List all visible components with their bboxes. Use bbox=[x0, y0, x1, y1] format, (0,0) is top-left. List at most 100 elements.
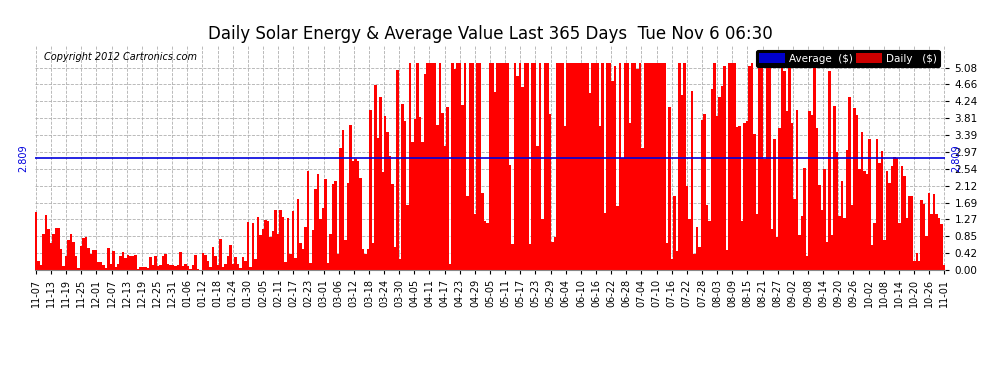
Bar bbox=[928, 193, 931, 270]
Bar bbox=[504, 63, 506, 270]
Bar bbox=[891, 166, 893, 270]
Bar bbox=[434, 63, 437, 270]
Bar bbox=[696, 227, 698, 270]
Bar bbox=[232, 264, 235, 270]
Bar bbox=[135, 255, 137, 270]
Bar bbox=[92, 250, 94, 270]
Bar bbox=[880, 152, 883, 270]
Bar bbox=[496, 63, 499, 270]
Bar bbox=[706, 205, 709, 270]
Bar bbox=[474, 214, 476, 270]
Bar bbox=[573, 63, 576, 270]
Bar bbox=[686, 186, 688, 270]
Bar bbox=[906, 218, 908, 270]
Bar bbox=[177, 265, 179, 270]
Bar bbox=[461, 105, 464, 270]
Bar bbox=[412, 142, 414, 270]
Bar bbox=[661, 63, 663, 270]
Bar bbox=[933, 194, 936, 270]
Bar bbox=[829, 71, 831, 270]
Bar bbox=[52, 234, 54, 270]
Bar bbox=[816, 128, 818, 270]
Bar bbox=[589, 93, 591, 270]
Bar bbox=[214, 256, 217, 270]
Bar bbox=[299, 243, 302, 270]
Bar bbox=[942, 265, 945, 270]
Bar bbox=[251, 223, 254, 270]
Bar bbox=[611, 81, 614, 270]
Bar bbox=[786, 111, 788, 270]
Bar bbox=[619, 63, 621, 270]
Bar bbox=[174, 266, 177, 270]
Bar bbox=[875, 139, 878, 270]
Bar bbox=[771, 229, 773, 270]
Bar bbox=[766, 64, 768, 270]
Legend: Average  ($), Daily   ($): Average ($), Daily ($) bbox=[755, 50, 940, 67]
Bar bbox=[781, 66, 783, 270]
Bar bbox=[865, 174, 868, 270]
Bar bbox=[668, 106, 671, 270]
Bar bbox=[424, 74, 427, 270]
Bar bbox=[639, 63, 641, 270]
Bar bbox=[731, 63, 734, 270]
Bar bbox=[142, 267, 145, 270]
Bar bbox=[755, 214, 758, 270]
Bar bbox=[516, 76, 519, 270]
Bar bbox=[207, 261, 209, 270]
Bar bbox=[407, 204, 409, 270]
Bar bbox=[803, 168, 806, 270]
Bar bbox=[796, 110, 798, 270]
Bar bbox=[936, 214, 938, 270]
Bar bbox=[519, 63, 522, 270]
Bar bbox=[539, 63, 542, 270]
Bar bbox=[149, 257, 151, 270]
Bar bbox=[381, 172, 384, 270]
Bar bbox=[918, 261, 921, 270]
Bar bbox=[908, 196, 911, 270]
Bar bbox=[227, 256, 230, 270]
Bar bbox=[349, 125, 351, 270]
Bar bbox=[903, 176, 906, 270]
Bar bbox=[609, 63, 611, 270]
Bar bbox=[469, 63, 471, 270]
Bar bbox=[269, 237, 271, 270]
Bar bbox=[302, 249, 304, 270]
Bar bbox=[432, 63, 434, 270]
Bar bbox=[254, 260, 256, 270]
Bar bbox=[276, 234, 279, 270]
Bar bbox=[594, 63, 596, 270]
Bar bbox=[419, 117, 422, 270]
Bar bbox=[821, 210, 823, 270]
Bar bbox=[45, 216, 48, 270]
Bar bbox=[366, 249, 369, 270]
Bar bbox=[663, 63, 666, 270]
Bar bbox=[768, 63, 771, 270]
Bar bbox=[417, 63, 419, 270]
Bar bbox=[544, 63, 546, 270]
Bar bbox=[711, 88, 714, 270]
Bar bbox=[324, 179, 327, 270]
Bar bbox=[486, 223, 489, 270]
Bar bbox=[197, 268, 199, 270]
Bar bbox=[858, 169, 860, 270]
Bar bbox=[826, 242, 829, 270]
Bar bbox=[748, 66, 750, 270]
Bar bbox=[247, 222, 249, 270]
Bar bbox=[788, 63, 791, 270]
Bar bbox=[855, 115, 858, 270]
Bar bbox=[235, 257, 237, 270]
Bar bbox=[379, 96, 381, 270]
Bar bbox=[319, 219, 322, 270]
Bar bbox=[501, 63, 504, 270]
Bar bbox=[356, 161, 359, 270]
Bar bbox=[194, 255, 197, 270]
Bar bbox=[896, 158, 898, 270]
Bar bbox=[604, 213, 606, 270]
Bar bbox=[245, 261, 247, 270]
Bar bbox=[898, 223, 901, 270]
Bar bbox=[524, 63, 527, 270]
Bar bbox=[43, 234, 45, 270]
Bar bbox=[202, 253, 204, 270]
Bar bbox=[591, 63, 594, 270]
Bar bbox=[409, 63, 412, 270]
